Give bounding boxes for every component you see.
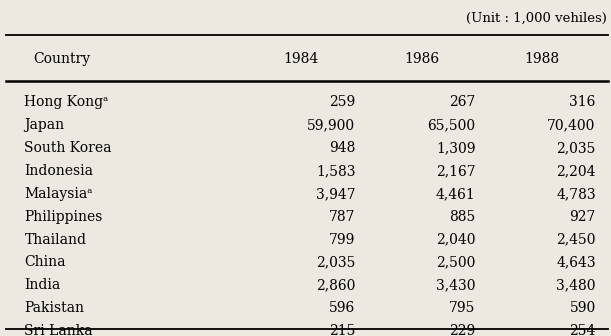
Text: 787: 787 xyxy=(329,210,356,224)
Text: 215: 215 xyxy=(329,324,356,336)
Text: Hong Kongᵃ: Hong Kongᵃ xyxy=(24,95,109,110)
Text: 2,204: 2,204 xyxy=(556,164,596,178)
Text: Indonesia: Indonesia xyxy=(24,164,93,178)
Text: 948: 948 xyxy=(329,141,356,155)
Text: 70,400: 70,400 xyxy=(547,118,596,132)
Text: 4,461: 4,461 xyxy=(436,187,475,201)
Text: 1984: 1984 xyxy=(284,52,319,66)
Text: 2,167: 2,167 xyxy=(436,164,475,178)
Text: India: India xyxy=(24,278,60,292)
Text: 927: 927 xyxy=(569,210,596,224)
Text: 254: 254 xyxy=(569,324,596,336)
Text: 3,947: 3,947 xyxy=(316,187,356,201)
Text: Pakistan: Pakistan xyxy=(24,301,84,315)
Text: 799: 799 xyxy=(329,233,356,247)
Text: Malaysiaᵃ: Malaysiaᵃ xyxy=(24,187,93,201)
Text: 2,450: 2,450 xyxy=(556,233,596,247)
Text: 3,480: 3,480 xyxy=(556,278,596,292)
Text: 596: 596 xyxy=(329,301,356,315)
Text: (Unit : 1,000 vehiles): (Unit : 1,000 vehiles) xyxy=(466,12,607,25)
Text: 1,583: 1,583 xyxy=(316,164,356,178)
Text: 795: 795 xyxy=(449,301,475,315)
Text: China: China xyxy=(24,255,66,269)
Text: Philippines: Philippines xyxy=(24,210,103,224)
Text: 4,643: 4,643 xyxy=(556,255,596,269)
Text: 2,035: 2,035 xyxy=(557,141,596,155)
Text: 1986: 1986 xyxy=(404,52,439,66)
Text: 4,783: 4,783 xyxy=(556,187,596,201)
Text: Japan: Japan xyxy=(24,118,65,132)
Text: 2,500: 2,500 xyxy=(436,255,475,269)
Text: 2,040: 2,040 xyxy=(436,233,475,247)
Text: Sri Lanka: Sri Lanka xyxy=(24,324,93,336)
Text: 1988: 1988 xyxy=(524,52,559,66)
Text: 316: 316 xyxy=(569,95,596,110)
Text: Thailand: Thailand xyxy=(24,233,86,247)
Text: South Korea: South Korea xyxy=(24,141,112,155)
Text: 1,309: 1,309 xyxy=(436,141,475,155)
Text: 65,500: 65,500 xyxy=(428,118,475,132)
Text: 3,430: 3,430 xyxy=(436,278,475,292)
Text: 2,860: 2,860 xyxy=(316,278,356,292)
Text: Country: Country xyxy=(34,52,90,66)
Text: 590: 590 xyxy=(569,301,596,315)
Text: 2,035: 2,035 xyxy=(316,255,356,269)
Text: 259: 259 xyxy=(329,95,356,110)
Text: 229: 229 xyxy=(449,324,475,336)
Text: 59,900: 59,900 xyxy=(307,118,356,132)
Text: 885: 885 xyxy=(449,210,475,224)
Text: 267: 267 xyxy=(449,95,475,110)
